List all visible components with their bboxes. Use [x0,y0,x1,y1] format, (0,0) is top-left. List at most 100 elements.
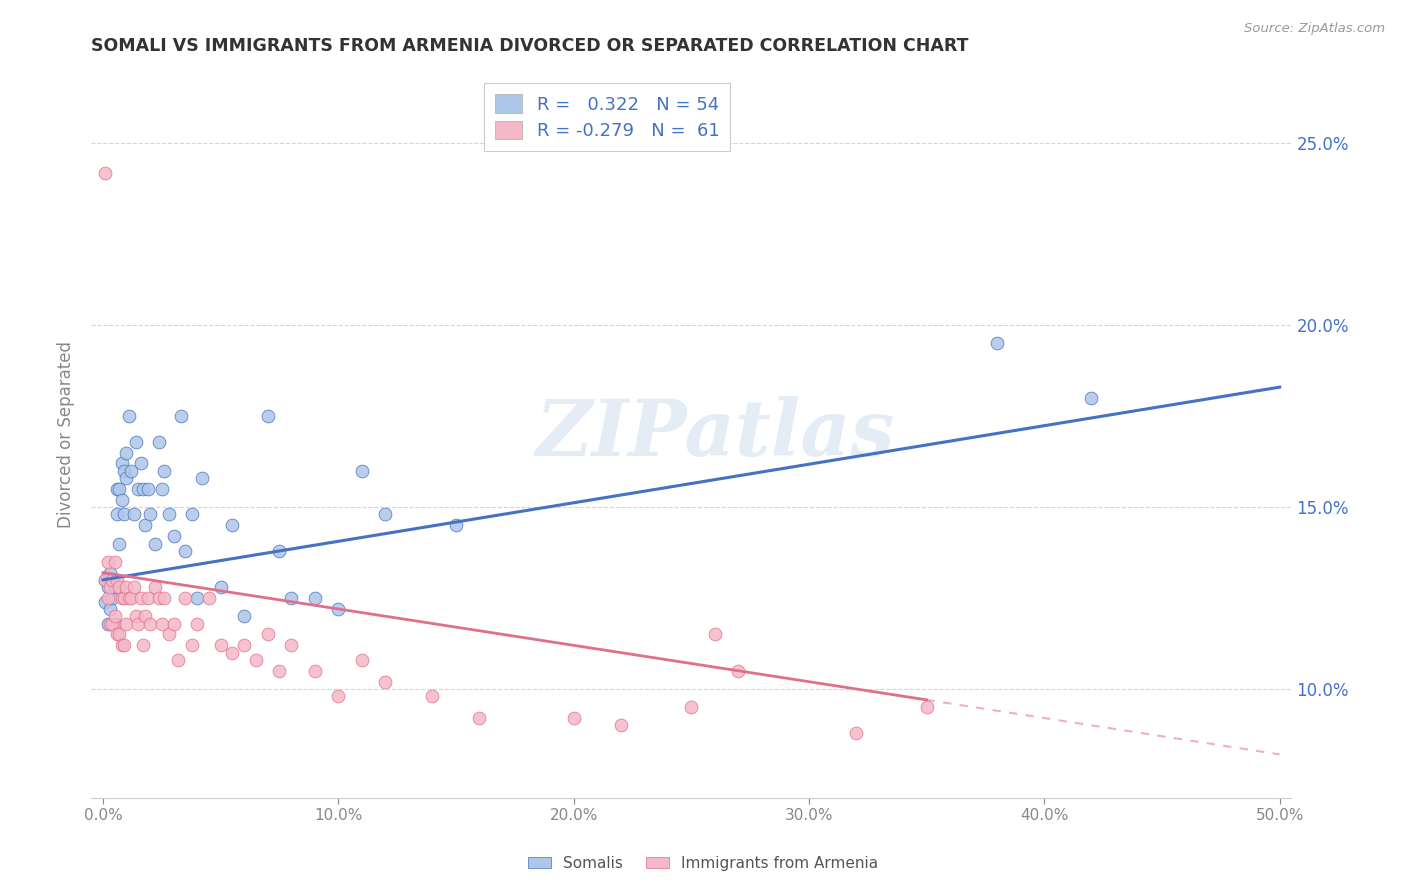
Point [122,508,145,522]
Point [174,543,197,558]
Point [125,434,148,449]
Point [139,616,162,631]
Point [148,591,170,605]
Point [104,555,127,569]
Point [101,573,124,587]
Point [97,616,120,631]
Point [209,638,232,652]
Text: Source: ZipAtlas.com: Source: ZipAtlas.com [1244,22,1385,36]
Point [221,518,243,533]
Point [129,591,152,605]
Point [221,646,243,660]
Point [97,591,120,605]
Point [328,602,350,616]
Point [111,638,134,652]
Point [374,508,396,522]
Point [169,409,191,424]
Point [120,591,142,605]
Point [120,464,142,478]
Point [845,725,868,739]
Text: SOMALI VS IMMIGRANTS FROM ARMENIA DIVORCED OR SEPARATED CORRELATION CHART: SOMALI VS IMMIGRANTS FROM ARMENIA DIVORC… [91,37,969,55]
Point [157,508,180,522]
Point [148,434,170,449]
Point [328,690,350,704]
Point [94,595,117,609]
Point [256,627,278,641]
Point [233,609,256,624]
Point [186,591,208,605]
Point [127,616,149,631]
Point [136,482,159,496]
Point [703,627,725,641]
Point [112,591,135,605]
Point [104,609,127,624]
Point [609,718,631,732]
Point [727,664,749,678]
Point [98,616,121,631]
Point [198,591,221,605]
Point [186,616,208,631]
Point [129,457,152,471]
Point [105,482,128,496]
Point [304,664,326,678]
Point [101,616,124,631]
Point [153,591,176,605]
Point [269,664,291,678]
Point [562,711,585,725]
Point [280,638,302,652]
Point [98,580,121,594]
Point [162,529,184,543]
Point [115,445,138,459]
Point [108,482,131,496]
Point [101,591,124,605]
Point [150,482,173,496]
Point [256,409,278,424]
Point [181,638,204,652]
Point [94,165,117,179]
Point [174,591,197,605]
Point [115,471,138,485]
Point [468,711,491,725]
Point [98,602,121,616]
Point [97,555,120,569]
Point [111,492,134,507]
Point [108,627,131,641]
Point [101,573,124,587]
Point [104,616,127,631]
Point [181,508,204,522]
Point [233,638,256,652]
Point [304,591,326,605]
Point [167,653,190,667]
Point [162,616,184,631]
Legend: Somalis, Immigrants from Armenia: Somalis, Immigrants from Armenia [522,850,884,877]
Point [422,690,444,704]
Point [111,591,134,605]
Point [112,464,135,478]
Point [118,409,141,424]
Point [127,482,149,496]
Point [118,591,141,605]
Point [1080,391,1102,405]
Point [98,566,121,580]
Text: ZIPatlas: ZIPatlas [536,396,896,473]
Y-axis label: Divorced or Separated: Divorced or Separated [58,341,75,528]
Point [444,518,467,533]
Point [191,471,214,485]
Point [157,627,180,641]
Point [139,508,162,522]
Point [350,464,373,478]
Point [245,653,267,667]
Point [94,573,117,587]
Point [681,700,703,714]
Point [132,482,155,496]
Point [125,609,148,624]
Point [108,536,131,550]
Point [134,609,156,624]
Point [105,573,128,587]
Point [115,616,138,631]
Point [134,518,156,533]
Point [136,591,159,605]
Point [97,580,120,594]
Point [104,580,127,594]
Point [94,573,117,587]
